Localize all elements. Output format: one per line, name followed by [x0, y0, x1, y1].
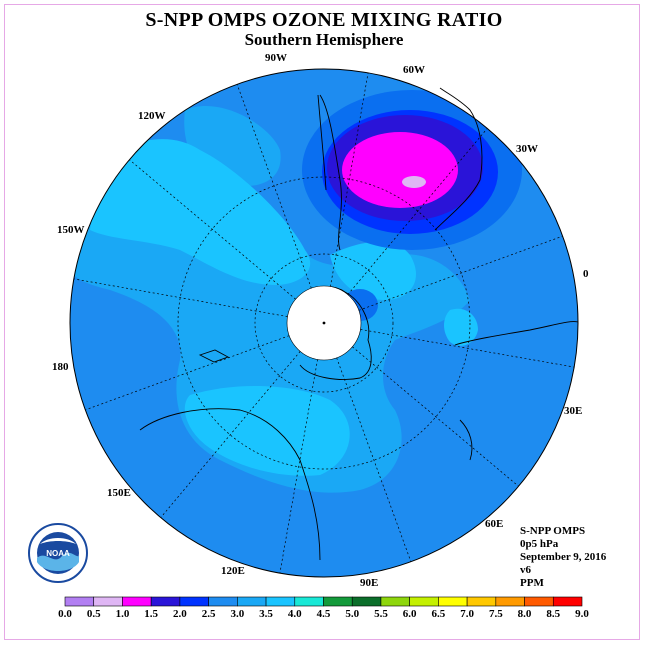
south-pole-marker — [322, 321, 326, 325]
map-info-block: S-NPP OMPS 0p5 hPa September 9, 2016 v6 … — [520, 525, 606, 590]
meridian-line — [360, 329, 575, 368]
meridian-line — [336, 357, 412, 562]
ozone-field — [70, 69, 578, 577]
info-units: PPM — [520, 577, 544, 589]
map-subtitle: Southern Hemisphere — [244, 30, 404, 49]
field-peak — [402, 176, 426, 188]
colorbar-tick-label: 6.0 — [402, 608, 417, 620]
lon-label-150w: 150W — [57, 224, 85, 236]
lon-label-180: 180 — [52, 361, 69, 373]
colorbar-tick-label: 5.0 — [345, 608, 360, 620]
colorbar-tick-label: 5.5 — [374, 608, 388, 620]
meridian-line — [330, 72, 369, 287]
info-instrument: S-NPP OMPS — [520, 525, 586, 537]
colorbar-tick-label: 3.5 — [259, 608, 273, 620]
lon-label-30w: 30W — [516, 143, 538, 155]
field-region-light-west — [90, 139, 311, 285]
colorbar-tick-label: 2.5 — [201, 608, 216, 620]
map-boundary — [69, 68, 579, 578]
latitude-circle-2 — [177, 176, 471, 470]
lon-label-150e: 150E — [107, 487, 131, 499]
field-max — [342, 132, 458, 208]
lon-label-60w: 60W — [403, 64, 425, 76]
colorbar-tick-label: 8.0 — [517, 608, 532, 620]
meridian-line — [73, 278, 288, 317]
lon-label-0: 0 — [583, 268, 589, 280]
colorbar-tick-label: 2.0 — [173, 608, 187, 620]
info-date: September 9, 2016 — [520, 551, 607, 563]
meridian-line — [160, 351, 301, 518]
noaa-logo-text: NOAA — [46, 549, 70, 558]
coast-new-zealand — [198, 349, 230, 363]
lon-label-120w: 120W — [138, 110, 166, 122]
colorbar-tick-label: 4.5 — [316, 608, 331, 620]
colorbar-tick-label: 6.5 — [431, 608, 446, 620]
colorbar-tick-label: 7.5 — [488, 608, 503, 620]
meridians — [73, 72, 575, 574]
lon-label-90w: 90W — [265, 52, 287, 64]
graticule — [73, 72, 575, 574]
meridian-line — [347, 128, 488, 295]
info-version: v6 — [520, 564, 531, 576]
coast-australia — [139, 408, 321, 561]
colorbar-tick-label: 0.0 — [58, 608, 72, 620]
meridian-line — [85, 335, 290, 411]
coast-south-atlantic-land — [434, 87, 483, 231]
coast-south-africa — [454, 321, 579, 346]
noaa-logo: NOAA — [28, 523, 88, 583]
latitude-circle-1 — [254, 253, 394, 393]
colorbar-tick-label: 3.0 — [230, 608, 245, 620]
meridian-line — [279, 359, 318, 574]
colorbar-tick-label: 8.5 — [546, 608, 561, 620]
coast-south-america — [317, 94, 342, 251]
lon-label-30e: 30E — [564, 405, 583, 417]
colorbar-tick-label: 0.5 — [86, 608, 101, 620]
meridian-line — [129, 159, 296, 300]
colorbar-tick-label: 4.0 — [287, 608, 302, 620]
map-title: S-NPP OMPS OZONE MIXING RATIO — [145, 9, 503, 31]
lon-label-90e: 90E — [360, 577, 379, 589]
meridian-line — [352, 346, 519, 487]
lon-label-120e: 120E — [221, 565, 245, 577]
lon-label-60e: 60E — [485, 518, 504, 530]
figure-frame — [4, 4, 640, 640]
colorbar-tick-label: 1.5 — [144, 608, 159, 620]
meridian-line — [236, 84, 312, 289]
coast-madagascar — [459, 419, 473, 461]
colorbar-tick-label: 1.0 — [115, 608, 130, 620]
colorbar-tick-label: 7.0 — [460, 608, 474, 620]
info-level: 0p5 hPa — [520, 538, 559, 550]
field-region-light-center — [330, 241, 416, 300]
meridian-line — [358, 235, 563, 311]
colorbar-tick-label: 9.0 — [575, 608, 589, 620]
